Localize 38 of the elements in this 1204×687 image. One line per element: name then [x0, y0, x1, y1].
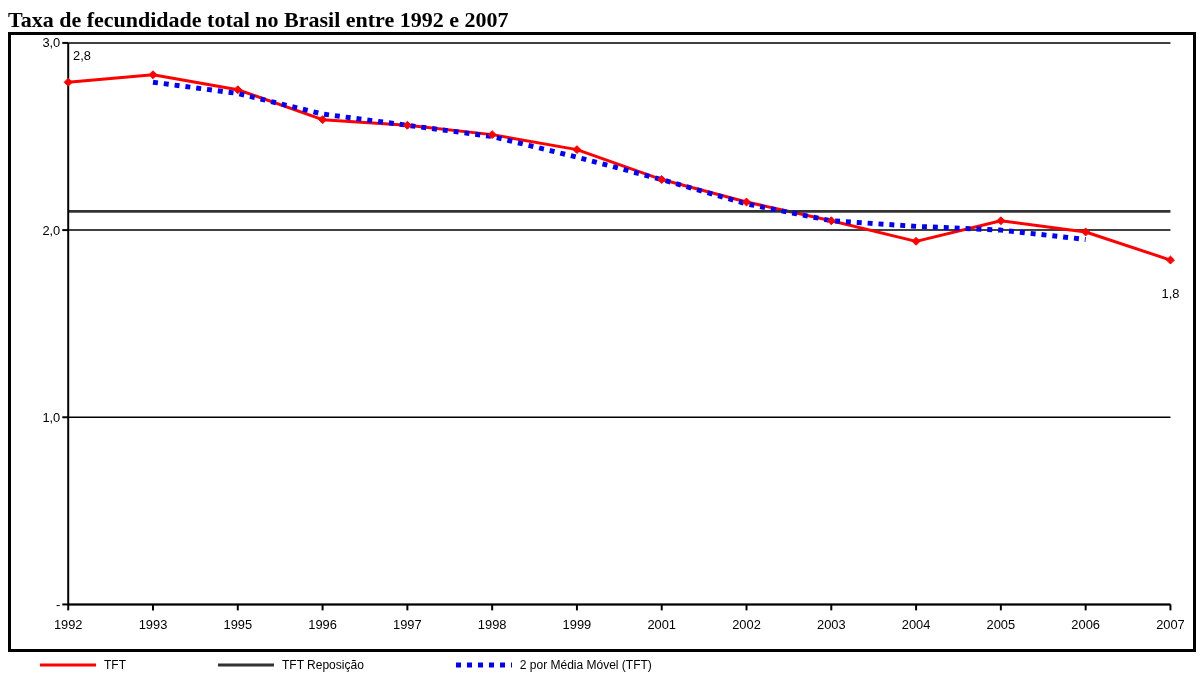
- point: [148, 70, 158, 80]
- x-tick-label: 2001: [647, 617, 677, 633]
- point: [402, 120, 412, 130]
- point: [1081, 227, 1091, 237]
- point: [233, 85, 243, 95]
- point: [996, 216, 1006, 226]
- y-tick-label: 2,0: [42, 222, 61, 238]
- y-tick-label: 3,0: [42, 35, 61, 51]
- x-tick-label: 1995: [223, 617, 253, 633]
- point: [572, 145, 582, 155]
- x-tick-label: 1999: [562, 617, 592, 633]
- point: [487, 130, 497, 140]
- x-tick-label: 2004: [901, 617, 931, 633]
- legend-label: TFT Reposição: [282, 658, 364, 672]
- x-tick-label: 2007: [1156, 617, 1185, 633]
- data-label: 2,8: [73, 48, 92, 64]
- line-series: [150, 79, 1089, 242]
- point: [1165, 255, 1175, 265]
- x-tick-label: 1997: [393, 617, 422, 633]
- x-tick-label: 1993: [138, 617, 168, 633]
- x-tick-label: 2002: [732, 617, 761, 633]
- x-tick-label: 1996: [308, 617, 337, 633]
- y-tick-label: 1,0: [42, 409, 61, 425]
- y-tick-label: -: [56, 597, 61, 613]
- point: [911, 236, 921, 246]
- x-tick-label: 1998: [477, 617, 507, 633]
- x-tick-label: 2006: [1071, 617, 1100, 633]
- legend-label: TFT: [104, 658, 126, 672]
- point: [742, 197, 751, 207]
- chart-title: Taxa de fecundidade total no Brasil entre 1992 e 2007: [8, 7, 510, 32]
- legend-label: 2 por Média Móvel (TFT): [519, 658, 652, 672]
- point: [826, 216, 836, 226]
- point: [657, 175, 667, 185]
- x-tick-label: 2005: [986, 617, 1016, 633]
- x-tick-label: 1992: [53, 617, 83, 633]
- data-label: 1,8: [1161, 285, 1180, 301]
- point: [63, 77, 73, 87]
- x-tick-label: 2003: [816, 617, 846, 633]
